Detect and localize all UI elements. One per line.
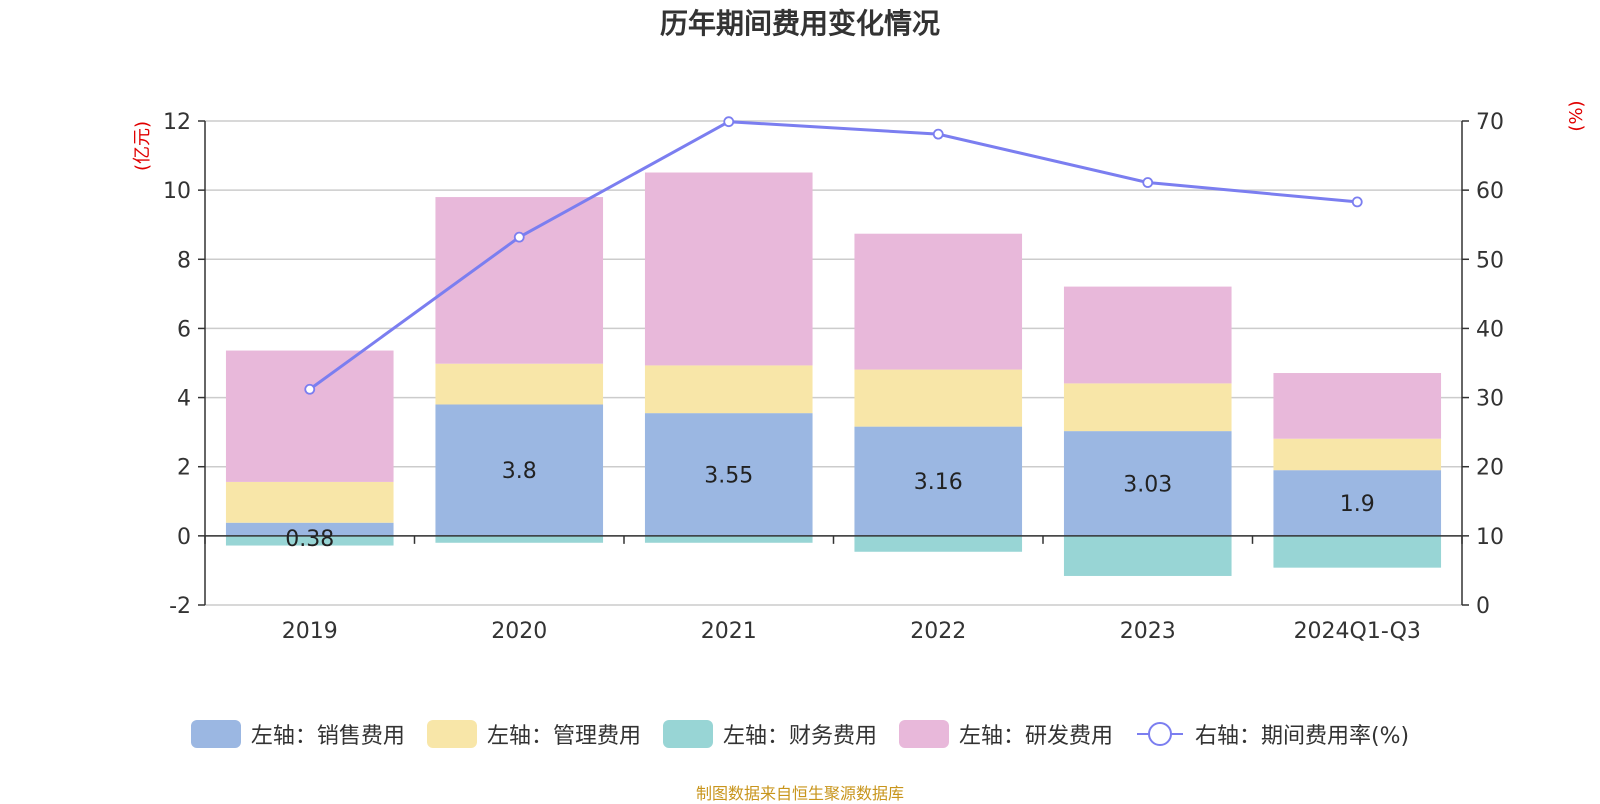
right-axis-tick-label: 40 — [1476, 317, 1504, 342]
category-label: 2022 — [910, 619, 966, 644]
right-axis-tick-label: 70 — [1476, 110, 1504, 135]
chart-area: -2 0 2 4 6 8 10 12 0 10 20 30 40 50 60 70 (亿元) (%) 2019 202… — [132, 100, 1587, 644]
data-labels: 0.38 3.8 3.55 3.16 3.03 1.9 — [285, 459, 1374, 552]
bar-layer — [225, 172, 1442, 576]
left-axis-tick-label: 10 — [163, 179, 191, 204]
bar-segment — [1273, 373, 1442, 439]
legend-label: 左轴：财务费用 — [722, 724, 877, 749]
right-axis-tick-label: 50 — [1476, 248, 1504, 273]
bar-segment — [435, 197, 604, 364]
left-axis-tick-label: 12 — [163, 110, 191, 135]
legend-item[interactable]: 左轴：研发费用 — [898, 718, 1113, 750]
legend-item[interactable]: 右轴：期间费用率(%) — [1135, 718, 1409, 750]
data-label: 3.55 — [704, 463, 753, 488]
rate-point — [304, 383, 316, 395]
right-axis-tick-label: 10 — [1476, 525, 1504, 550]
bar-segment — [435, 363, 604, 405]
category-label: 2024Q1-Q3 — [1294, 619, 1421, 644]
bar-segment — [1273, 470, 1442, 536]
bar-segment — [1063, 431, 1232, 536]
source-note: 制图数据来自恒生聚源数据库 — [695, 784, 904, 803]
bar-segment — [1273, 535, 1442, 568]
legend-swatch — [426, 720, 477, 748]
bar-segment — [225, 535, 394, 546]
chart-title: 历年期间费用变化情况 — [659, 7, 940, 40]
left-axis-tick-label: 2 — [177, 456, 191, 481]
bar-segment — [1063, 383, 1232, 432]
data-label: 3.03 — [1123, 472, 1172, 497]
data-label: 3.8 — [502, 459, 537, 484]
legend-item[interactable]: 左轴：销售费用 — [190, 718, 405, 750]
left-axis-tick-label: 6 — [177, 317, 191, 342]
bar-segment — [644, 172, 813, 366]
rate-point — [932, 128, 944, 140]
bar-segment — [644, 413, 813, 536]
right-axis-tick-label: 30 — [1476, 387, 1504, 412]
legend-line-symbol — [1136, 722, 1183, 746]
rate-point — [1351, 196, 1363, 208]
left-axis-tick-label: -2 — [169, 594, 191, 619]
data-label: 0.38 — [285, 527, 334, 552]
left-axis-tick-label: 0 — [177, 525, 191, 550]
bar-segment — [435, 404, 604, 536]
bar-segment — [1063, 286, 1232, 384]
right-axis-tick-label: 60 — [1476, 179, 1504, 204]
category-label: 2023 — [1120, 619, 1176, 644]
bar-segment — [644, 365, 813, 414]
right-axis-unit: (%) — [1566, 100, 1587, 131]
bar-segment — [1273, 438, 1442, 471]
category-label: 2019 — [282, 619, 338, 644]
bar-segment — [854, 233, 1023, 370]
rate-point — [1142, 177, 1154, 188]
bar-segment — [854, 369, 1023, 427]
rate-point — [723, 116, 735, 128]
bar-segment — [435, 535, 604, 543]
left-axis-tick-label: 4 — [177, 387, 191, 412]
category-label: 2020 — [491, 619, 547, 644]
legend-swatch — [662, 720, 713, 748]
bar-segment — [225, 522, 394, 536]
line-layer — [304, 116, 1363, 395]
legend-item[interactable]: 左轴：财务费用 — [662, 718, 877, 750]
bar-segment — [644, 535, 813, 543]
legend-label: 右轴：期间费用率(%) — [1194, 724, 1410, 749]
legend-item[interactable]: 左轴：管理费用 — [426, 718, 641, 750]
legend-label: 左轴：管理费用 — [486, 724, 641, 749]
legend-swatch — [898, 720, 949, 748]
legend-label: 左轴：销售费用 — [250, 724, 405, 749]
rate-point — [513, 231, 525, 243]
left-axis-unit: (亿元) — [132, 121, 153, 171]
bar-segment — [854, 426, 1023, 536]
bar-segment — [854, 535, 1023, 552]
legend: 左轴：销售费用 左轴：管理费用 左轴：财务费用 左轴：研发费用 右轴：期间费用率(%) — [0, 718, 1600, 750]
right-axis-tick-label: 20 — [1476, 456, 1504, 481]
legend-label: 左轴：研发费用 — [958, 724, 1113, 749]
bar-segment — [225, 481, 394, 523]
rate-line — [308, 120, 1358, 391]
data-label: 1.9 — [1340, 492, 1375, 517]
legend-swatch — [190, 720, 241, 748]
left-axis-tick-label: 8 — [177, 248, 191, 273]
category-label: 2021 — [701, 619, 757, 644]
axes: -2 0 2 4 6 8 10 12 0 10 20 30 40 50 60 70 (亿元) (%) 2019 202… — [132, 100, 1587, 644]
right-axis-tick-label: 0 — [1476, 594, 1490, 619]
data-label: 3.16 — [914, 470, 963, 495]
bar-segment — [225, 350, 394, 482]
bar-segment — [1063, 535, 1232, 576]
